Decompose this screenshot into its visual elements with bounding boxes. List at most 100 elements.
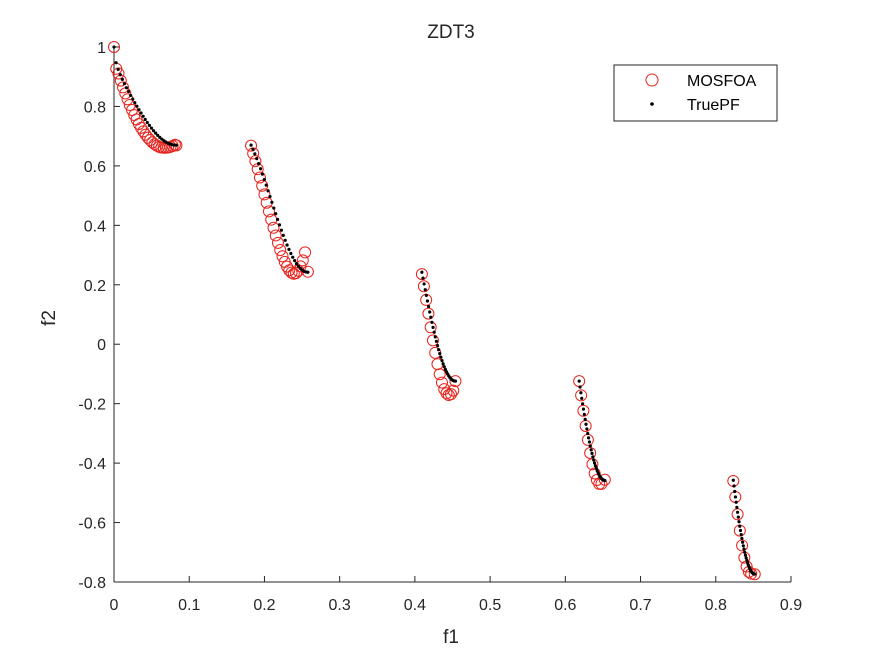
truepf-point	[423, 288, 427, 292]
truepf-point	[122, 82, 127, 86]
truepf-point	[580, 396, 584, 400]
truepf-point	[740, 536, 744, 541]
truepf-point	[437, 348, 441, 352]
mosfoa-point	[249, 155, 262, 168]
x-tick-label: 0.3	[329, 597, 351, 614]
truepf-point	[255, 157, 259, 161]
truepf-point	[432, 330, 436, 334]
truepf-point	[743, 550, 747, 554]
truepf-point	[732, 484, 736, 488]
truepf-point	[737, 520, 741, 524]
truepf-point	[753, 572, 757, 576]
mosfoa-point	[586, 458, 599, 471]
y-tick-label: 0.2	[84, 278, 106, 295]
truepf-point	[174, 143, 179, 147]
truepf-point	[736, 515, 740, 519]
truepf-point	[583, 417, 587, 421]
truepf-point	[588, 444, 592, 448]
mosfoa-point	[433, 368, 446, 381]
truepf-point	[135, 104, 139, 108]
truepf-point	[147, 123, 151, 127]
y-tick-label: -0.6	[78, 516, 106, 533]
truepf-point	[266, 189, 270, 193]
mosfoa-point	[256, 179, 269, 192]
truepf-point	[274, 212, 278, 216]
truepf-point	[603, 478, 607, 483]
truepf-point	[587, 440, 592, 444]
truepf-point	[275, 217, 280, 221]
truepf-point	[431, 325, 435, 329]
mosfoa-point	[575, 389, 588, 402]
series-mosfoa	[108, 41, 761, 581]
x-tick-label: 0.6	[554, 597, 576, 614]
mosfoa-point	[417, 280, 430, 293]
mosfoa-point	[269, 229, 282, 242]
mosfoa-point	[267, 221, 280, 234]
truepf-point	[586, 436, 591, 440]
truepf-point	[741, 544, 745, 548]
truepf-point	[738, 528, 743, 533]
truepf-point	[439, 355, 443, 359]
truepf-point	[434, 339, 439, 343]
mosfoa-point	[245, 139, 258, 152]
truepf-point	[733, 495, 738, 499]
truepf-point	[734, 500, 738, 504]
truepf-point	[433, 335, 437, 339]
x-tick-label: 0.1	[178, 597, 200, 614]
truepf-point	[592, 461, 597, 465]
truepf-point	[735, 505, 739, 509]
truepf-point	[580, 402, 585, 406]
mosfoa-point	[262, 205, 275, 218]
truepf-point	[731, 478, 735, 482]
truepf-point	[592, 458, 596, 462]
truepf-point	[425, 299, 430, 303]
x-tick-label: 0	[110, 597, 119, 614]
truepf-point	[293, 259, 297, 263]
series-truepf	[112, 45, 757, 576]
y-tick-label: 0	[97, 337, 106, 354]
truepf-point	[738, 524, 742, 528]
mosfoa-point	[440, 387, 453, 400]
truepf-point	[126, 90, 131, 94]
truepf-point	[422, 282, 426, 286]
truepf-point	[251, 147, 255, 151]
truepf-point	[421, 276, 425, 280]
y-tick-label: -0.4	[78, 456, 106, 473]
y-tick-label: 1	[97, 40, 106, 57]
mosfoa-point	[435, 376, 448, 389]
truepf-point	[124, 86, 129, 90]
truepf-point	[260, 172, 265, 176]
mosfoa-point	[299, 246, 312, 259]
mosfoa-point	[271, 236, 284, 249]
truepf-point	[435, 344, 440, 348]
truepf-point	[442, 365, 446, 369]
truepf-point	[143, 117, 147, 122]
truepf-point	[258, 167, 263, 171]
truepf-point	[585, 427, 589, 431]
truepf-point	[579, 391, 583, 395]
truepf-point	[264, 183, 268, 187]
truepf-point	[426, 304, 431, 309]
truepf-point	[149, 126, 154, 130]
truepf-point	[289, 251, 293, 256]
truepf-point	[306, 270, 310, 274]
truepf-point	[253, 152, 257, 156]
truepf-point	[584, 422, 588, 426]
truepf-point	[744, 556, 748, 560]
truepf-point	[262, 177, 266, 182]
truepf-point	[272, 206, 276, 210]
axes	[113, 47, 791, 583]
truepf-point	[438, 351, 442, 356]
mosfoa-point	[285, 266, 298, 279]
y-tick-label: -0.8	[78, 575, 106, 592]
truepf-point	[129, 93, 133, 98]
truepf-point	[577, 379, 581, 383]
mosfoa-point	[281, 260, 294, 273]
plot-background	[114, 47, 791, 582]
truepf-point	[114, 61, 118, 65]
y-tick-label: 0.6	[84, 159, 106, 176]
truepf-point	[582, 412, 586, 416]
truepf-point	[145, 120, 149, 125]
truepf-point	[279, 228, 283, 232]
truepf-point	[249, 143, 253, 147]
